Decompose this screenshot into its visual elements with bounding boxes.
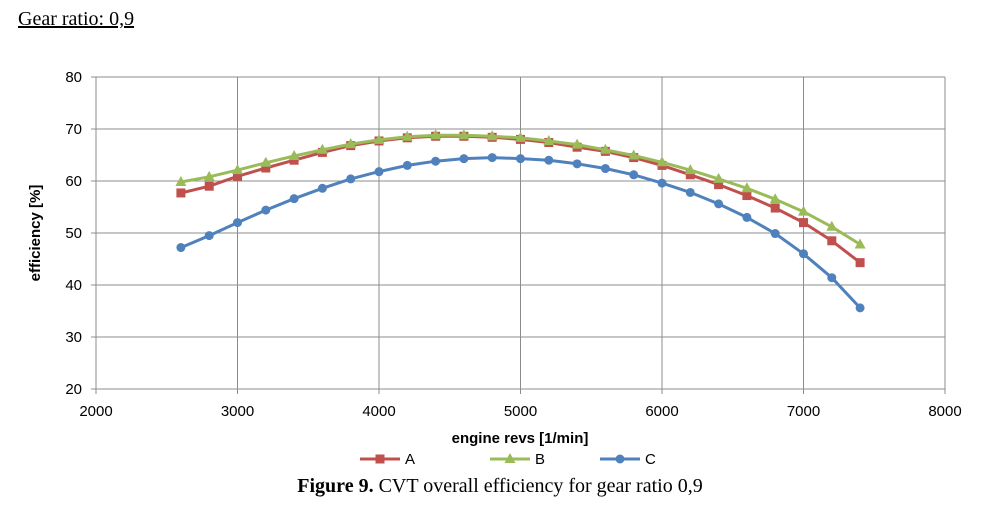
series-c-point — [827, 273, 837, 283]
series-b-point — [486, 130, 498, 141]
series-b-point — [316, 143, 328, 154]
series-layer — [175, 129, 866, 313]
x-tick-label: 8000 — [928, 403, 961, 420]
legend-marker-a — [375, 454, 385, 464]
series-b-point — [798, 205, 809, 216]
legend-label-c: C — [645, 451, 656, 468]
series-a-point — [289, 155, 299, 165]
series-c-point — [600, 164, 610, 174]
legend-item-a: A — [360, 451, 415, 468]
series-c-point — [629, 170, 639, 180]
y-axis-label: efficiency [%] — [27, 185, 44, 282]
series-b-point — [713, 172, 725, 183]
x-axis-label: engine revs [1/min] — [452, 430, 589, 447]
series-c-point — [799, 249, 808, 259]
series-c-point — [346, 174, 356, 184]
figure-heading: Gear ratio: 0,9 — [18, 8, 135, 30]
series-c-point — [233, 218, 242, 228]
series-b-point — [260, 156, 272, 167]
series-c-point — [770, 229, 780, 239]
series-b-point — [288, 150, 300, 161]
series-b-point — [571, 138, 583, 149]
series-b-point — [599, 143, 611, 154]
figure-caption-label: Figure 9. — [297, 475, 374, 497]
y-tick-label: 20 — [65, 381, 82, 398]
series-b-point — [854, 238, 866, 249]
series-b-point — [345, 138, 357, 149]
axes: 20 30 40 50 60 70 80 2000 3000 4000 5000 6000 7000 80… — [65, 69, 961, 420]
series-a-point — [855, 258, 865, 268]
series-b-point — [656, 156, 668, 167]
y-tick-label: 60 — [65, 173, 82, 190]
series-b-point — [458, 129, 470, 140]
series-c-point — [657, 178, 667, 188]
series-c-point — [685, 187, 695, 197]
series-b-point — [515, 131, 526, 142]
x-tick-label: 5000 — [504, 403, 537, 420]
y-tick-label: 30 — [65, 329, 82, 346]
y-tick-label: 70 — [65, 121, 82, 138]
series-b-point — [203, 170, 215, 181]
series-a-point — [742, 191, 752, 201]
legend-marker-c — [615, 454, 625, 464]
legend-label-b: B — [535, 451, 545, 468]
series-a-point — [233, 171, 242, 181]
series-c-point — [431, 156, 441, 166]
series-c-point — [516, 154, 525, 164]
figure-caption-text: CVT overall efficiency for gear ratio 0,… — [373, 475, 703, 497]
series-b-point — [401, 130, 413, 141]
series-c-point — [402, 160, 412, 170]
series-c — [176, 153, 865, 313]
series-c-point — [317, 183, 327, 193]
legend-label-a: A — [405, 451, 415, 468]
series-b-point — [430, 129, 442, 140]
series-a-point — [770, 203, 780, 213]
series-a-point — [176, 188, 186, 198]
series-c-point — [204, 231, 214, 241]
series-b-point — [373, 133, 385, 144]
x-tick-label: 6000 — [645, 403, 678, 420]
x-tick-label: 4000 — [362, 403, 395, 420]
series-b-point — [175, 176, 187, 187]
x-tick-label: 2000 — [79, 403, 112, 420]
series-c-point — [544, 155, 554, 165]
series-b-point — [684, 164, 696, 175]
series-c-point — [855, 303, 865, 313]
series-b-point — [232, 164, 243, 175]
legend-item-c: C — [600, 451, 656, 468]
x-tick-label: 3000 — [221, 403, 254, 420]
series-c-point — [289, 194, 299, 204]
series-c-point — [572, 159, 582, 169]
series-a-point — [799, 218, 808, 228]
y-tick-label: 80 — [65, 69, 82, 86]
series-a-point — [261, 163, 271, 173]
series-a-point — [714, 180, 724, 190]
y-tick-label: 40 — [65, 277, 82, 294]
efficiency-chart: 20 30 40 50 60 70 80 2000 3000 4000 5000 6000 7000 80… — [27, 69, 962, 468]
series-c-point — [261, 205, 271, 215]
legend-item-b: B — [490, 451, 545, 468]
series-c-point — [714, 199, 724, 209]
x-tick-label: 7000 — [787, 403, 820, 420]
series-a-point — [204, 181, 214, 191]
legend-marker-b — [504, 453, 516, 463]
series-a-point — [685, 170, 695, 180]
series-b — [175, 129, 866, 249]
series-b-point — [741, 182, 753, 193]
series-a-point — [827, 236, 837, 246]
series-b-point — [769, 193, 781, 204]
legend: A B C — [360, 451, 656, 468]
figure-caption: Figure 9. CVT overall efficiency for gea… — [0, 475, 1000, 498]
series-c-point — [742, 212, 752, 222]
series-c-point — [176, 243, 186, 253]
series-c-point — [487, 153, 497, 163]
series-b-point — [628, 149, 640, 160]
series-c-point — [374, 167, 384, 177]
series-b-point — [826, 220, 838, 231]
series-b-point — [543, 134, 555, 145]
series-c-point — [459, 154, 469, 164]
y-tick-label: 50 — [65, 225, 82, 242]
